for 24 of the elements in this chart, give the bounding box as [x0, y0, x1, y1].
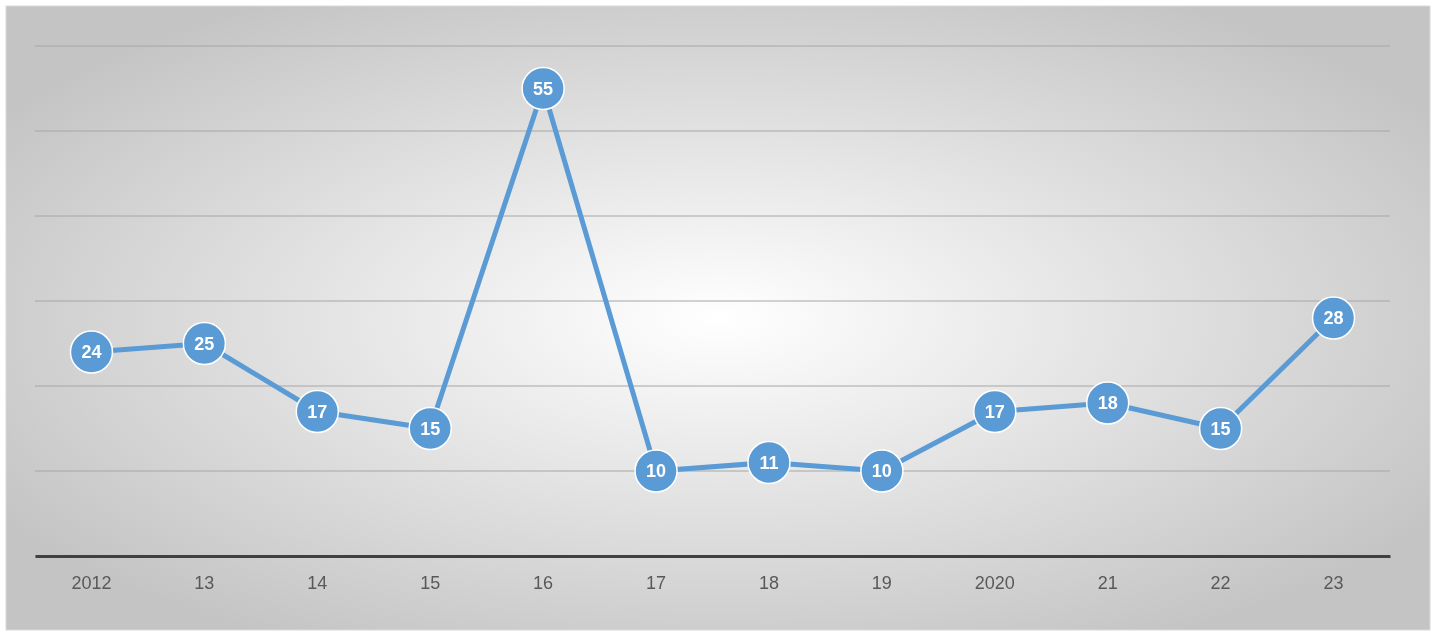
data-label: 15	[1210, 418, 1231, 439]
data-label: 24	[81, 342, 102, 363]
x-tick-label: 21	[1097, 572, 1118, 593]
data-label: 15	[420, 418, 441, 439]
data-label: 10	[646, 461, 667, 482]
x-tick-label: 15	[420, 572, 441, 593]
x-tick-label: 23	[1323, 572, 1344, 593]
x-tick-label: 13	[194, 572, 215, 593]
x-tick-label: 2020	[974, 572, 1015, 593]
data-label: 28	[1323, 308, 1344, 329]
data-label: 11	[759, 452, 779, 473]
x-tick-label: 17	[646, 572, 667, 593]
data-label: 55	[533, 78, 554, 99]
data-label: 10	[871, 461, 892, 482]
x-tick-label: 22	[1210, 572, 1231, 593]
x-tick-label: 19	[871, 572, 892, 593]
data-label: 17	[984, 401, 1005, 422]
x-tick-label: 18	[758, 572, 779, 593]
data-label: 17	[307, 401, 328, 422]
data-label: 25	[194, 333, 215, 354]
x-tick-label: 14	[307, 572, 328, 593]
x-tick-label: 16	[533, 572, 554, 593]
data-label: 18	[1097, 393, 1118, 414]
x-tick-label: 2012	[71, 572, 112, 593]
